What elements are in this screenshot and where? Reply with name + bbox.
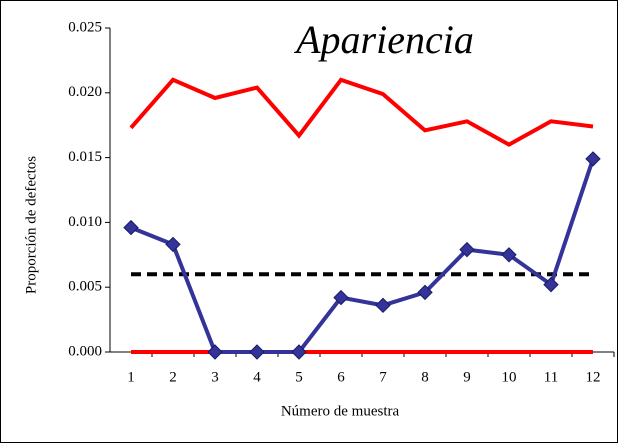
- x-tick-label: 9: [463, 369, 471, 385]
- x-tick-label: 3: [211, 369, 219, 385]
- data-point: [123, 219, 139, 236]
- data-point: [249, 344, 265, 360]
- x-tick-label: 2: [169, 369, 177, 385]
- data-point: [207, 344, 223, 360]
- series-line: [130, 158, 595, 354]
- y-axis-label: Proporción de defectos: [23, 156, 39, 294]
- data-point: [417, 284, 433, 301]
- data-point: [459, 241, 475, 258]
- data-point: [165, 236, 181, 253]
- y-tick-label: 0.010: [68, 214, 102, 230]
- chart-title: Apariencia: [293, 17, 474, 62]
- y-tick-label: 0.015: [68, 149, 102, 165]
- series-line: [129, 77, 594, 147]
- data-point: [375, 297, 391, 314]
- data-point: [333, 289, 349, 306]
- x-tick-label: 1: [127, 369, 135, 385]
- x-tick-label: 10: [502, 369, 517, 385]
- x-tick-label: 12: [586, 369, 601, 385]
- x-tick-label: 6: [337, 369, 345, 385]
- x-tick-label: 7: [379, 369, 387, 385]
- x-tick-label: 4: [253, 369, 261, 385]
- x-tick-label: 5: [295, 369, 303, 385]
- data-point: [501, 247, 517, 263]
- data-point: [585, 151, 601, 167]
- y-tick-label: 0.025: [68, 19, 102, 35]
- x-axis-label: Número de muestra: [281, 403, 400, 419]
- data-point: [543, 276, 559, 293]
- x-tick-label: 8: [421, 369, 429, 385]
- x-tick-label: 11: [544, 369, 558, 385]
- data-point: [291, 344, 307, 360]
- y-tick-label: 0.020: [68, 84, 102, 100]
- y-tick-label: 0.005: [68, 279, 102, 295]
- y-tick-label: 0.000: [68, 343, 102, 359]
